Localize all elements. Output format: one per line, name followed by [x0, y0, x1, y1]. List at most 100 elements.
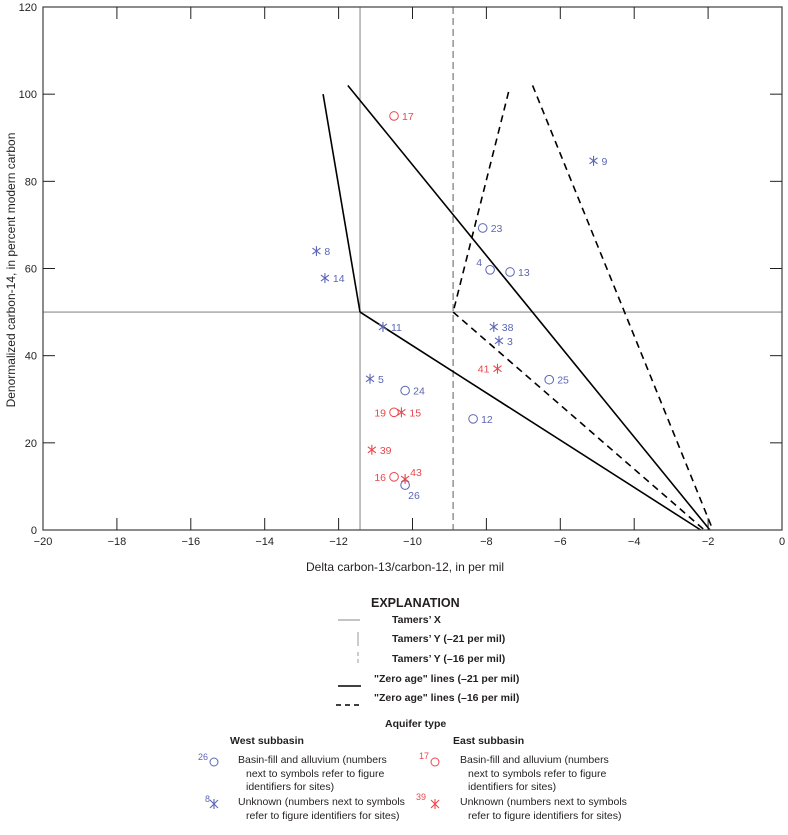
data-point-label: 43 [410, 467, 422, 479]
y-tick-label: 40 [25, 351, 37, 363]
axes: −20 −18 −16 −14 −12 −10 −8 −6 −4 −2 00204060801001… [19, 2, 785, 548]
data-point-38: 38 [489, 321, 514, 334]
data-point-label: 39 [380, 445, 392, 457]
data-point-24: 24 [400, 385, 425, 398]
scatter-chart: −20 −18 −16 −14 −12 −10 −8 −6 −4 −2 00204060801001… [4, 2, 785, 574]
legend-east-basin-fill-id: 17 [419, 751, 430, 761]
zero-age-line-21 [347, 84, 711, 531]
x-tick-label: −4 [628, 536, 641, 548]
x-tick-label: −10 [403, 536, 422, 548]
data-point-15: 15 [397, 407, 421, 419]
legend-east-heading: East subbasin [453, 735, 525, 747]
legend-row-tamers-x: Tamers’ X [392, 614, 441, 626]
data-point-label: 17 [402, 111, 414, 123]
legend-west-basin-fill-id: 26 [198, 752, 209, 762]
data-point-14: 14 [320, 273, 345, 285]
legend-east-unknown-text: Unknown (numbers next to symbols refer t… [460, 796, 627, 822]
legend-east-unknown-id: 39 [416, 792, 427, 802]
circle-marker [389, 407, 399, 418]
circle-marker [544, 374, 555, 385]
x-tick-label: −14 [255, 536, 274, 548]
data-point-26: 26 [400, 480, 420, 502]
data-point-label: 14 [333, 273, 345, 285]
legend-aquifer-heading: Aquifer type [385, 718, 447, 730]
data-point-12: 12 [468, 414, 493, 426]
data-point-8: 8 [312, 246, 330, 258]
data-point-label: 12 [481, 414, 493, 426]
circle-marker [468, 414, 478, 424]
x-tick-label: −18 [108, 536, 127, 548]
circle-marker [485, 265, 495, 275]
circle-marker [389, 111, 399, 121]
x-tick-label: −8 [480, 536, 493, 548]
data-point-label: 24 [413, 386, 425, 398]
data-point-16: 16 [374, 472, 399, 484]
zero-age-line-16 [452, 91, 510, 313]
data-point-label: 26 [408, 490, 420, 502]
data-point-label: 5 [378, 374, 384, 386]
zero-age-line-16 [452, 311, 705, 531]
y-tick-label: 120 [19, 2, 37, 14]
data-point-13: 13 [505, 267, 530, 279]
legend-row-zero-age-21: "Zero age" lines (–21 per mil) [374, 673, 520, 685]
legend-west-heading: West subbasin [230, 735, 304, 747]
circle-marker [400, 385, 410, 396]
x-axis-title: Delta carbon-13/carbon-12, in per mil [306, 560, 504, 574]
x-tick-label: −20 [34, 536, 53, 548]
data-point-label: 8 [324, 246, 330, 258]
data-point-41: 41 [478, 363, 502, 376]
legend-west-basin-fill-text: Basin-fill and alluvium (numbers next to… [238, 754, 387, 793]
legend-line-symbols [336, 619, 363, 706]
circle-marker [505, 267, 515, 277]
data-points: 23 4 13 24 12 25 26 9 8 14 11 38 3 5 17 19 16 41 15 39 43 [312, 111, 608, 502]
y-axis-title: Denormalized carbon-14, in percent moder… [4, 133, 18, 408]
legend-row-tamers-y-16: Tamers’ Y (–16 per mil) [392, 653, 506, 665]
data-point-label: 13 [518, 267, 530, 279]
x-tick-label: 0 [779, 536, 785, 548]
x-tick-label: −2 [702, 536, 715, 548]
y-tick-label: 100 [19, 89, 37, 101]
legend-east-basin-fill-text: Basin-fill and alluvium (numbers next to… [460, 754, 609, 793]
legend-row-tamers-y-21: Tamers’ Y (–21 per mil) [392, 633, 506, 645]
legend-title: EXPLANATION [371, 596, 460, 610]
zero-age-line-21 [322, 94, 361, 313]
data-point-label: 41 [478, 364, 490, 376]
data-point-25: 25 [544, 374, 569, 387]
data-point-label: 3 [507, 336, 513, 348]
data-point-label: 25 [557, 375, 569, 387]
data-point-3: 3 [494, 335, 513, 348]
data-point-label: 19 [374, 407, 386, 419]
legend-east-circle-icon [430, 757, 440, 767]
legend-west-unknown-text: Unknown (numbers next to symbols refer t… [238, 796, 405, 822]
zero-age-lines [322, 84, 714, 531]
legend-row-zero-age-16: "Zero age" lines (–16 per mil) [374, 692, 520, 704]
zero-age-line-21 [359, 311, 702, 531]
x-tick-label: −12 [329, 536, 348, 548]
data-point-17: 17 [389, 111, 414, 123]
data-point-label: 9 [602, 156, 608, 168]
plot-frame [42, 6, 783, 531]
circle-marker [389, 472, 399, 482]
legend-east-asterisk-icon [430, 799, 440, 809]
legend-west-asterisk-icon [209, 799, 219, 809]
data-point-4: 4 [476, 257, 495, 275]
reference-lines [43, 7, 782, 530]
circle-marker [477, 223, 488, 233]
data-point-label: 38 [502, 322, 514, 334]
y-tick-label: 80 [25, 176, 37, 188]
data-point-9: 9 [589, 155, 608, 168]
data-point-label: 15 [409, 407, 421, 419]
data-point-label: 16 [374, 472, 386, 484]
data-point-43: 43 [400, 467, 422, 485]
data-point-11: 11 [378, 321, 402, 334]
data-point-label: 23 [491, 223, 503, 235]
y-tick-label: 20 [25, 438, 37, 450]
legend-west-circle-icon [209, 757, 219, 767]
data-point-19: 19 [374, 407, 399, 419]
data-point-5: 5 [365, 373, 384, 386]
zero-age-line-16 [531, 85, 714, 531]
data-point-label: 11 [391, 322, 402, 334]
x-tick-label: −6 [554, 536, 567, 548]
x-tick-label: −16 [181, 536, 200, 548]
legend-west-unknown-id: 8 [205, 794, 211, 804]
